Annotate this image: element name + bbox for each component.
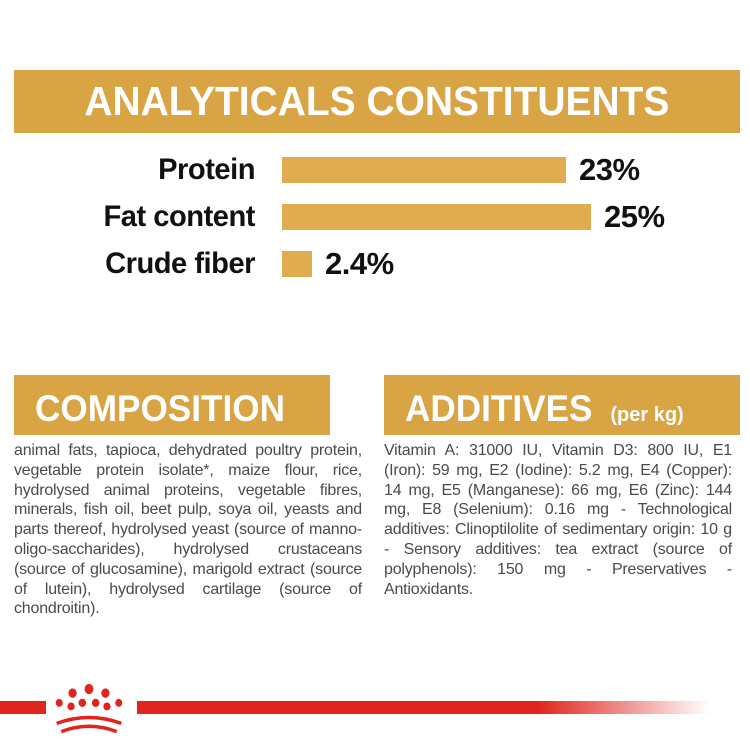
- composition-text: animal fats, tapioca, dehydrated poultry…: [14, 442, 362, 618]
- fat-content-value: 25%: [604, 198, 665, 234]
- footer-red-line-right: [137, 701, 710, 714]
- composition-header: COMPOSITION: [14, 375, 330, 435]
- analytical-constituents-chart: Protein 23% Fat content 25% Crude fiber …: [0, 146, 750, 292]
- crude-fiber-value: 2.4%: [325, 245, 394, 281]
- chart-row-protein: Protein 23%: [0, 146, 750, 193]
- fat-content-bar: [282, 203, 591, 230]
- crude-fiber-bar: [282, 250, 312, 277]
- crude-fiber-label: Crude fiber: [105, 246, 256, 280]
- protein-bar: [282, 156, 566, 183]
- analyticals-constituents-title: ANALYTICALS CONSTITUENTS: [84, 78, 670, 124]
- chart-row-fat-content: Fat content 25%: [0, 193, 750, 240]
- additives-title: ADDITIVES: [405, 388, 593, 429]
- protein-label: Protein: [158, 152, 255, 186]
- additives-text: Vitamin A: 31000 IU, Vitamin D3: 800 IU,…: [384, 442, 732, 598]
- crown-arcs: [56, 715, 122, 734]
- fat-content-label: Fat content: [103, 199, 256, 233]
- footer-red-line-left: [0, 701, 46, 714]
- additives-per-kg-suffix: (per kg): [610, 404, 684, 426]
- protein-value: 23%: [579, 151, 640, 187]
- chart-row-crude-fiber: Crude fiber 2.4%: [0, 240, 750, 287]
- royal-canin-crown-logo: [55, 683, 123, 734]
- additives-header: ADDITIVES (per kg): [384, 375, 740, 435]
- analyticals-constituents-header: ANALYTICALS CONSTITUENTS: [14, 70, 740, 133]
- composition-title: COMPOSITION: [35, 388, 285, 429]
- crown-dots: [55, 683, 123, 711]
